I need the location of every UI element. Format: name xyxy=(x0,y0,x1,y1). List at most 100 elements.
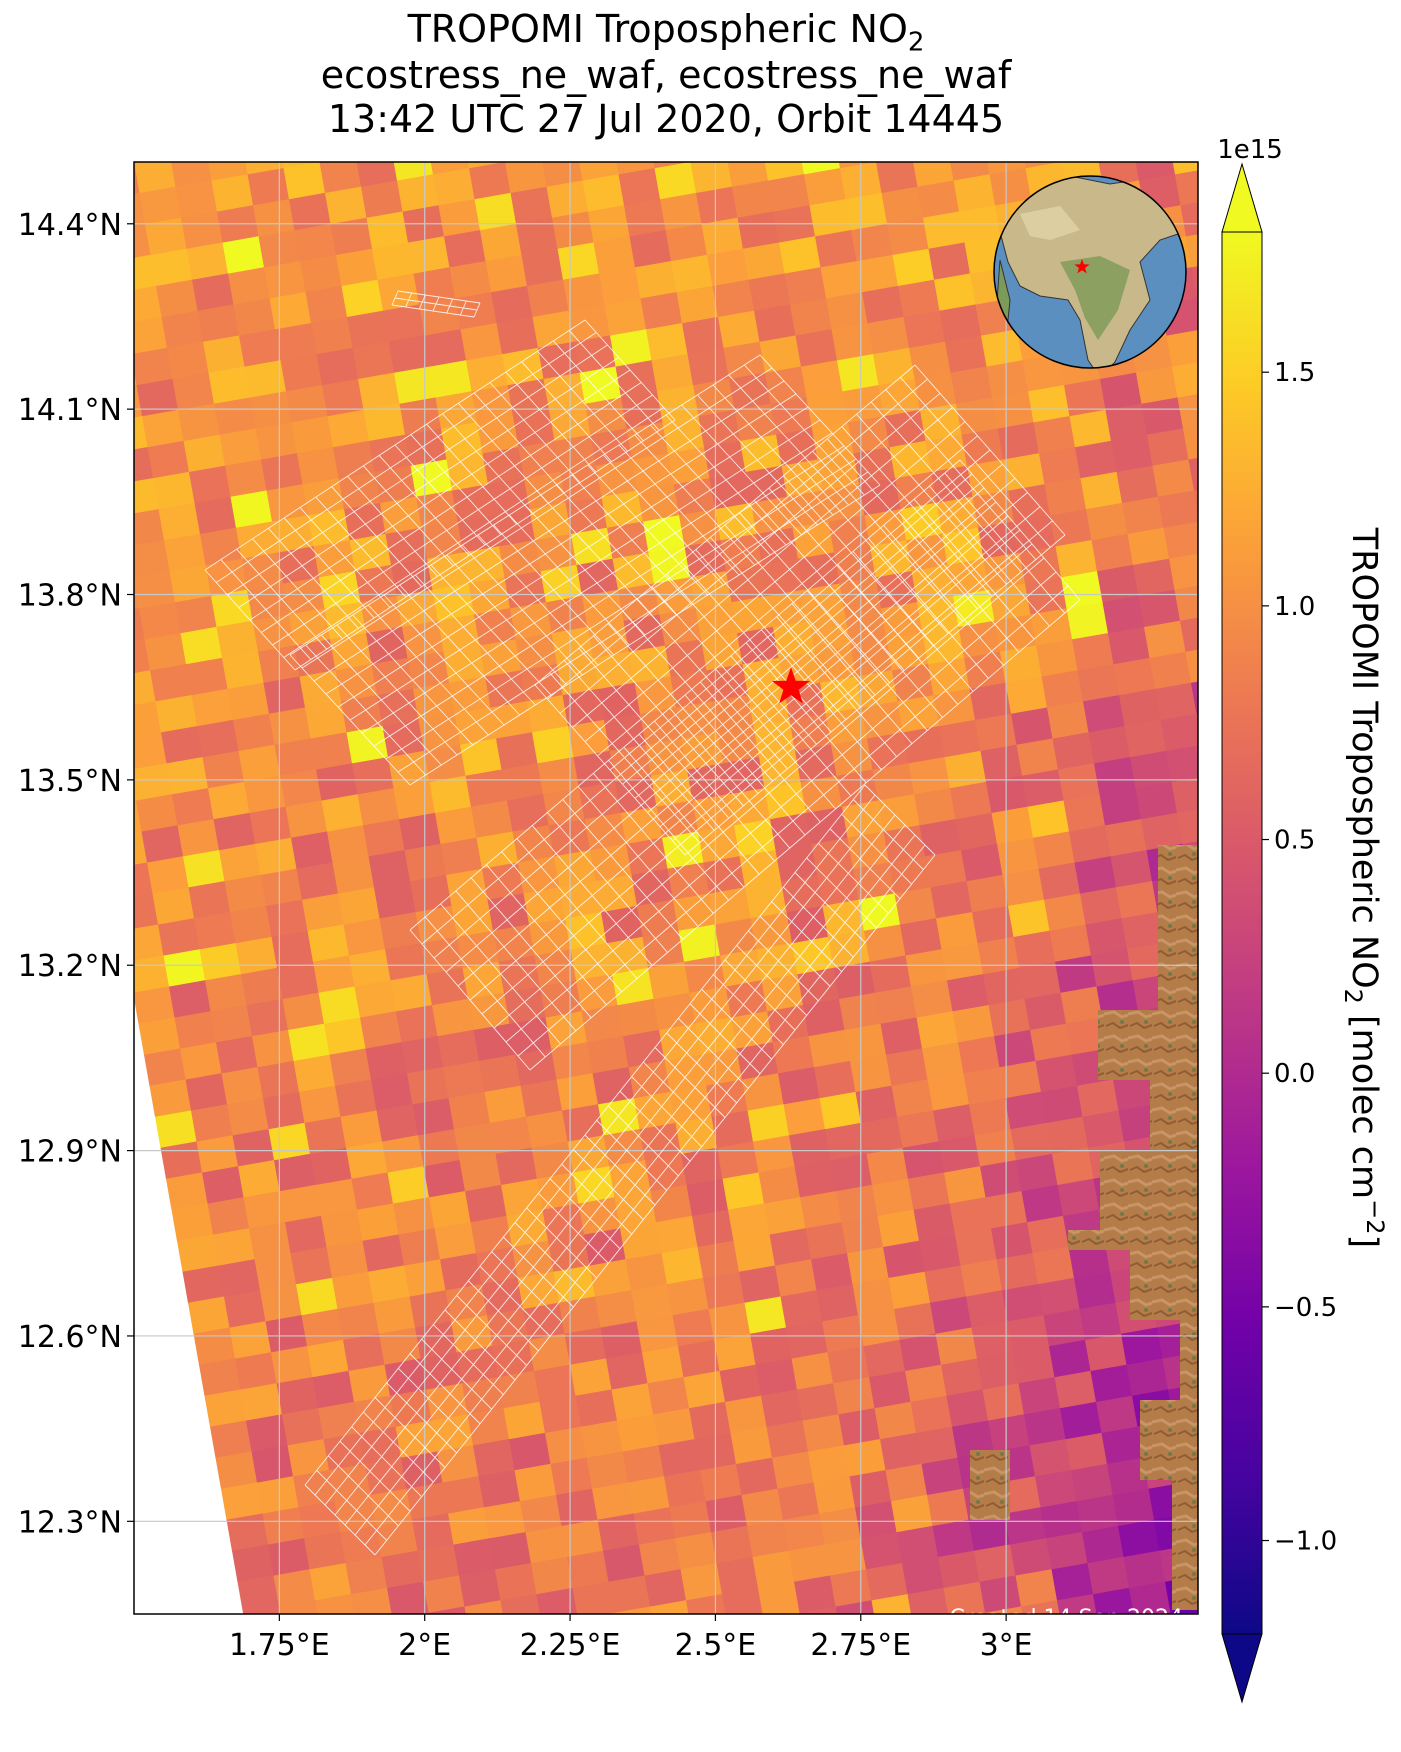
no2-pixel xyxy=(875,570,918,609)
no2-pixel xyxy=(660,192,702,231)
no2-pixel xyxy=(237,1575,280,1614)
no2-pixel xyxy=(1021,1600,1063,1614)
no2-pixel xyxy=(273,1569,316,1608)
no2-pixel xyxy=(939,304,982,343)
no2-pixel xyxy=(1086,502,1128,541)
no2-pixel xyxy=(919,818,962,857)
no2-pixel xyxy=(134,162,176,194)
no2-pixel xyxy=(739,849,782,888)
no2-pixel xyxy=(167,341,209,380)
no2-pixel xyxy=(90,323,132,361)
no2-pixel xyxy=(490,1116,532,1155)
no2-pixel xyxy=(671,254,713,293)
no2-pixel xyxy=(1000,645,1042,684)
no2-pixel xyxy=(969,682,1012,721)
no2-pixel xyxy=(215,1451,258,1490)
colorbar-label: TROPOMI Tropospheric NO2 [molec cm−2] xyxy=(1339,527,1389,1248)
no2-pixel xyxy=(1165,744,1198,783)
no2-pixel xyxy=(815,229,857,268)
no2-pixel xyxy=(503,1401,546,1440)
no2-pixel xyxy=(709,887,751,926)
no2-pixel xyxy=(883,1240,925,1279)
no2-pixel xyxy=(920,403,962,442)
no2-pixel xyxy=(968,1097,1011,1136)
no2-pixel xyxy=(445,1283,488,1322)
no2-pixel xyxy=(809,198,852,237)
no2-pixel xyxy=(368,434,411,473)
no2-pixel xyxy=(515,1048,557,1087)
no2-pixel xyxy=(158,918,200,957)
no2-pixel xyxy=(723,756,765,795)
no2-pixel xyxy=(422,106,464,144)
no2-pixel xyxy=(525,1525,568,1564)
no2-pixel xyxy=(1175,167,1198,206)
globe-star xyxy=(1074,259,1090,274)
no2-pixel xyxy=(390,973,433,1012)
colorbar-ticks: 1.5 1.0 0.5 0.0 −0.5 −1.0 xyxy=(1262,358,1337,1557)
no2-pixel xyxy=(845,192,888,231)
no2-pixel xyxy=(251,1445,294,1484)
no2-pixel xyxy=(842,800,884,839)
no2-pixel xyxy=(825,1122,867,1161)
no2-pixel xyxy=(1024,992,1067,1031)
no2-pixel xyxy=(327,409,370,448)
no2-pixel xyxy=(651,353,694,392)
no2-pixel xyxy=(986,775,1028,814)
no2-pixel xyxy=(202,750,245,789)
no2-pixel xyxy=(863,1339,906,1378)
no2-pixel xyxy=(829,100,871,138)
no2-pixel xyxy=(305,285,348,324)
no2-pixel xyxy=(689,986,732,1025)
no2-pixel xyxy=(626,837,668,876)
no2-pixel xyxy=(465,769,508,808)
no2-pixel xyxy=(725,1395,767,1434)
no2-pixel xyxy=(474,192,517,231)
no2-pixel xyxy=(363,818,405,857)
lat-tick-label: 13.8°N xyxy=(18,579,122,614)
no2-pixel xyxy=(736,1457,778,1496)
no2-pixel xyxy=(805,1221,848,1260)
no2-pixel xyxy=(911,564,954,603)
basemap-land-patch xyxy=(970,1450,1010,1520)
no2-pixel xyxy=(889,440,932,479)
no2-pixel xyxy=(506,794,549,833)
no2-pixel xyxy=(87,100,129,138)
no2-pixel xyxy=(731,1011,773,1050)
no2-pixel xyxy=(855,1085,898,1124)
no2-pixel xyxy=(894,887,937,926)
no2-pixel xyxy=(607,521,649,560)
no2-pixel xyxy=(648,961,690,1000)
no2-pixel xyxy=(786,1321,828,1360)
no2-pixel xyxy=(1047,701,1089,740)
no2-pixel xyxy=(134,316,168,355)
no2-pixel xyxy=(610,329,652,368)
no2-pixel xyxy=(792,521,835,560)
no2-pixel xyxy=(584,1228,626,1267)
no2-pixel xyxy=(134,415,148,454)
no2-pixel xyxy=(1154,682,1197,721)
no2-pixel xyxy=(421,521,464,560)
no2-pixel xyxy=(923,211,965,250)
no2-pixel xyxy=(1030,1023,1072,1062)
no2-pixel xyxy=(354,980,397,1019)
no2-pixel xyxy=(370,1073,413,1112)
no2-pixel xyxy=(332,856,375,895)
no2-pixel xyxy=(852,1277,895,1316)
no2-pixel xyxy=(1066,1017,1108,1056)
no2-pixel xyxy=(600,1321,643,1360)
no2-pixel xyxy=(149,1079,192,1118)
no2-pixel xyxy=(433,167,475,206)
no2-pixel xyxy=(835,1600,878,1614)
no2-pixel xyxy=(991,806,1034,845)
no2-pixel xyxy=(981,329,1023,368)
no2-pixel xyxy=(396,589,439,628)
no2-pixel xyxy=(698,409,741,448)
no2-pixel xyxy=(880,1017,923,1056)
no2-pixel xyxy=(980,1159,1022,1198)
no2-pixel xyxy=(1010,1538,1052,1577)
no2-pixel xyxy=(319,162,362,194)
no2-pixel xyxy=(521,248,564,287)
no2-pixel xyxy=(490,285,533,324)
no2-pixel xyxy=(183,849,225,888)
no2-pixel xyxy=(1164,106,1206,144)
